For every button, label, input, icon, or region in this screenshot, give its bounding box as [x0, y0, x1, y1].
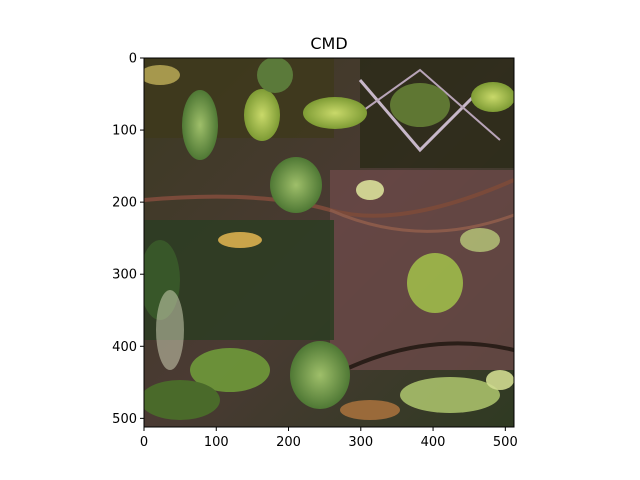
axes-frame: [143, 57, 515, 428]
x-tick-label: 200: [276, 435, 301, 450]
y-axis: 0 100 200 300 400 500: [112, 52, 144, 427]
x-tick-label: 500: [493, 435, 518, 450]
y-tick-label: 200: [112, 196, 137, 211]
x-axis: 0 100 200 300 400 500: [140, 427, 518, 450]
x-tick-label: 400: [421, 435, 446, 450]
y-tick-label: 500: [112, 412, 137, 427]
x-tick-label: 100: [204, 435, 229, 450]
y-tick-label: 400: [112, 340, 137, 355]
x-tick-label: 0: [140, 435, 148, 450]
y-tick-label: 300: [112, 268, 137, 283]
y-tick-label: 0: [129, 52, 137, 67]
foliage-image: [144, 58, 514, 427]
x-tick-label: 300: [348, 435, 373, 450]
y-tick-label: 100: [112, 124, 137, 139]
plot-title: CMD: [310, 34, 347, 53]
